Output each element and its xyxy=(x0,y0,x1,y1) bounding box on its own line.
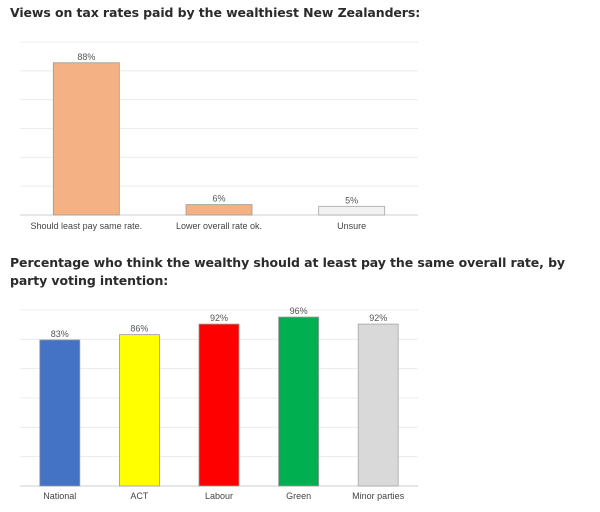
party-category-label: National xyxy=(43,491,76,501)
tax-view-value-label: 5% xyxy=(345,195,358,205)
party-value-label: 96% xyxy=(290,306,308,316)
chart-title-party-breakdown: Percentage who think the wealthy should … xyxy=(10,255,565,288)
party-bar xyxy=(278,316,320,487)
tax-view-bar xyxy=(52,62,120,216)
tax-view-category-label: Should least pay same rate. xyxy=(31,221,143,231)
tax-views-bar-chart: 88% Should least pay same rate. 6% Lower ov… xyxy=(20,41,418,231)
party-value-label: 92% xyxy=(210,313,228,323)
party-category-label: Labour xyxy=(205,491,233,501)
party-voting-bar-chart: 83% National 86% ACT 92% Labour 96% Green 92% Min… xyxy=(20,306,418,501)
party-bar xyxy=(39,339,81,487)
tax-view-category-label: Lower overall rate ok. xyxy=(176,221,262,231)
party-bar xyxy=(357,323,399,487)
party-category-label: Minor parties xyxy=(352,491,405,501)
party-bar xyxy=(119,334,160,487)
tax-view-bar xyxy=(318,205,386,216)
tax-view-bar xyxy=(185,204,253,216)
party-category-label: ACT xyxy=(130,491,149,501)
party-value-label: 83% xyxy=(51,329,69,339)
tax-view-category-label: Unsure xyxy=(337,221,366,231)
party-value-label: 86% xyxy=(130,324,148,334)
chart-title-tax-views: Views on tax rates paid by the wealthies… xyxy=(10,5,421,20)
tax-view-value-label: 6% xyxy=(212,194,225,204)
tax-view-value-label: 88% xyxy=(77,52,95,62)
party-bar xyxy=(198,323,240,487)
party-category-label: Green xyxy=(286,491,311,501)
party-value-label: 92% xyxy=(369,313,387,323)
